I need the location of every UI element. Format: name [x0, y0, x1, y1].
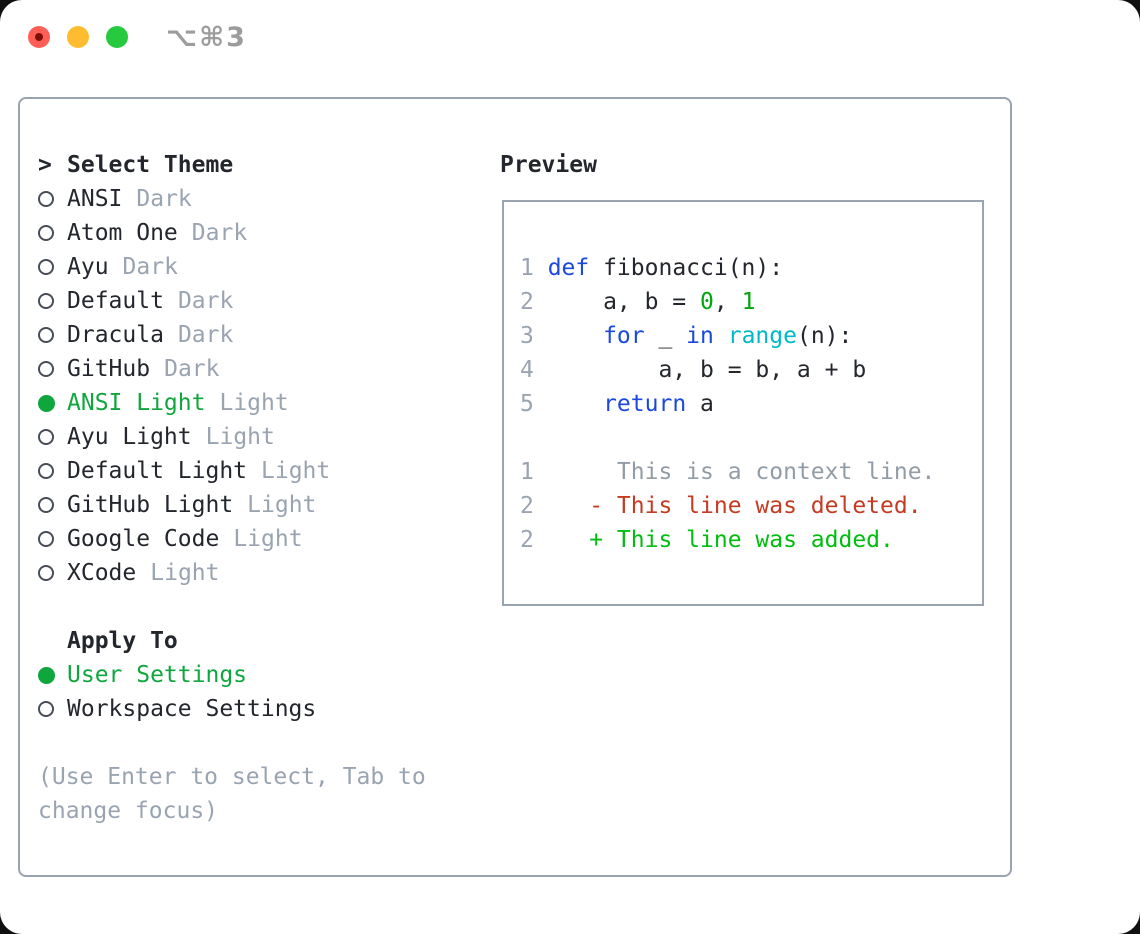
- radio-icon: [38, 701, 67, 717]
- theme-option-label: Default: [67, 288, 164, 314]
- spacer: [38, 726, 483, 760]
- code-line: 3 for _ in range (n):: [520, 323, 853, 349]
- theme-selector: > Select Theme ANSI Dark Atom One Dark A…: [38, 148, 483, 828]
- theme-option[interactable]: Google Code Light: [38, 522, 483, 556]
- radio-icon: [38, 293, 67, 309]
- line-number: 2: [520, 289, 534, 315]
- theme-option[interactable]: Default Dark: [38, 284, 483, 318]
- apply-to-header: Apply To: [38, 624, 483, 658]
- theme-variant-tag: Light: [261, 458, 331, 484]
- theme-variant-tag: Light: [233, 526, 303, 552]
- theme-variant-tag: Dark: [136, 186, 192, 212]
- theme-variant-tag: Dark: [191, 220, 248, 246]
- theme-variant-tag: Dark: [177, 288, 234, 314]
- radio-icon: [38, 531, 67, 547]
- theme-variant-tag: Dark: [122, 254, 178, 280]
- line-number: 5: [520, 391, 534, 417]
- minimize-button[interactable]: [67, 26, 89, 48]
- theme-option-label: Ayu: [67, 254, 109, 280]
- theme-option[interactable]: Dracula Dark: [38, 318, 483, 352]
- main-panel: [18, 97, 1012, 877]
- radio-icon: [38, 259, 67, 275]
- theme-option-label: Dracula: [67, 322, 164, 348]
- diff-deleted-line: 2 - This line was deleted.: [520, 493, 922, 519]
- preview-pane: 1 def fibonacci(n): 2 a, b = 0, 1 3 for _…: [502, 200, 984, 606]
- theme-option-label: Default Light: [67, 458, 248, 484]
- theme-option-label: GitHub: [67, 356, 151, 382]
- apply-to-title: Apply To: [67, 628, 178, 654]
- theme-option-label: Atom One: [67, 220, 178, 246]
- line-number: 1: [520, 459, 534, 485]
- diff-context-line: 1 This is a context line.: [520, 459, 936, 485]
- theme-option[interactable]: ANSI Dark: [38, 182, 483, 216]
- radio-icon: [38, 191, 67, 207]
- window-title-shortcut: ⌥⌘3: [166, 22, 247, 53]
- preview-title: Preview: [500, 152, 597, 178]
- theme-option[interactable]: Ayu Light Light: [38, 420, 483, 454]
- radio-icon: [38, 565, 67, 581]
- apply-option-label: User Settings: [67, 662, 248, 688]
- code-line: 4 a, b = b, a + b: [520, 357, 867, 383]
- theme-variant-tag: Dark: [177, 322, 234, 348]
- focus-caret: >: [38, 152, 52, 178]
- theme-list-header: > Select Theme: [38, 148, 483, 182]
- theme-option[interactable]: Atom One Dark: [38, 216, 483, 250]
- radio-icon: [38, 225, 67, 241]
- line-number: 1: [520, 255, 534, 281]
- theme-variant-tag: Dark: [164, 356, 220, 382]
- theme-option-label: GitHub Light: [67, 492, 234, 518]
- diff-added-line: 2 + This line was added.: [520, 527, 894, 553]
- code-line: 1 def fibonacci(n):: [520, 255, 784, 281]
- theme-option-selected[interactable]: ANSI Light Light: [38, 386, 483, 420]
- code-line: 2 a, b = 0, 1: [520, 289, 756, 315]
- theme-option-label: ANSI Light: [67, 390, 206, 416]
- theme-option[interactable]: XCode Light: [38, 556, 483, 590]
- theme-option[interactable]: GitHub Dark: [38, 352, 483, 386]
- hint-text-line-2: change focus): [38, 798, 219, 824]
- theme-option-label: Google Code: [67, 526, 220, 552]
- radio-icon: [38, 394, 67, 412]
- line-number: 3: [520, 323, 534, 349]
- theme-option[interactable]: Default Light Light: [38, 454, 483, 488]
- radio-icon: [38, 361, 67, 377]
- radio-icon: [38, 327, 67, 343]
- theme-list-title: Select Theme: [67, 152, 234, 178]
- radio-icon: [38, 463, 67, 479]
- theme-variant-tag: Light: [247, 492, 317, 518]
- apply-option-user-settings[interactable]: User Settings: [38, 658, 483, 692]
- line-number: 2: [520, 493, 534, 519]
- theme-variant-tag: Light: [205, 424, 275, 450]
- theme-option-label: ANSI: [67, 186, 123, 212]
- maximize-button[interactable]: [106, 26, 128, 48]
- line-number: 4: [520, 357, 534, 383]
- theme-variant-tag: Light: [219, 390, 289, 416]
- theme-option-label: XCode: [67, 560, 137, 586]
- code-line: 5 return a: [520, 391, 714, 417]
- apply-option-label: Workspace Settings: [67, 696, 317, 722]
- blank-line: [520, 421, 982, 455]
- theme-option[interactable]: Ayu Dark: [38, 250, 483, 284]
- theme-option-label: Ayu Light: [67, 424, 192, 450]
- line-number: 2: [520, 527, 534, 553]
- radio-icon: [38, 429, 67, 445]
- radio-icon: [38, 497, 67, 513]
- spacer: [38, 590, 483, 624]
- close-button[interactable]: [28, 26, 50, 48]
- radio-icon: [38, 666, 67, 684]
- apply-option-workspace-settings[interactable]: Workspace Settings: [38, 692, 483, 726]
- unsaved-changes-icon: [35, 33, 43, 41]
- hint-text-line-1: (Use Enter to select, Tab to: [38, 764, 426, 790]
- theme-variant-tag: Light: [150, 560, 220, 586]
- theme-option[interactable]: GitHub Light Light: [38, 488, 483, 522]
